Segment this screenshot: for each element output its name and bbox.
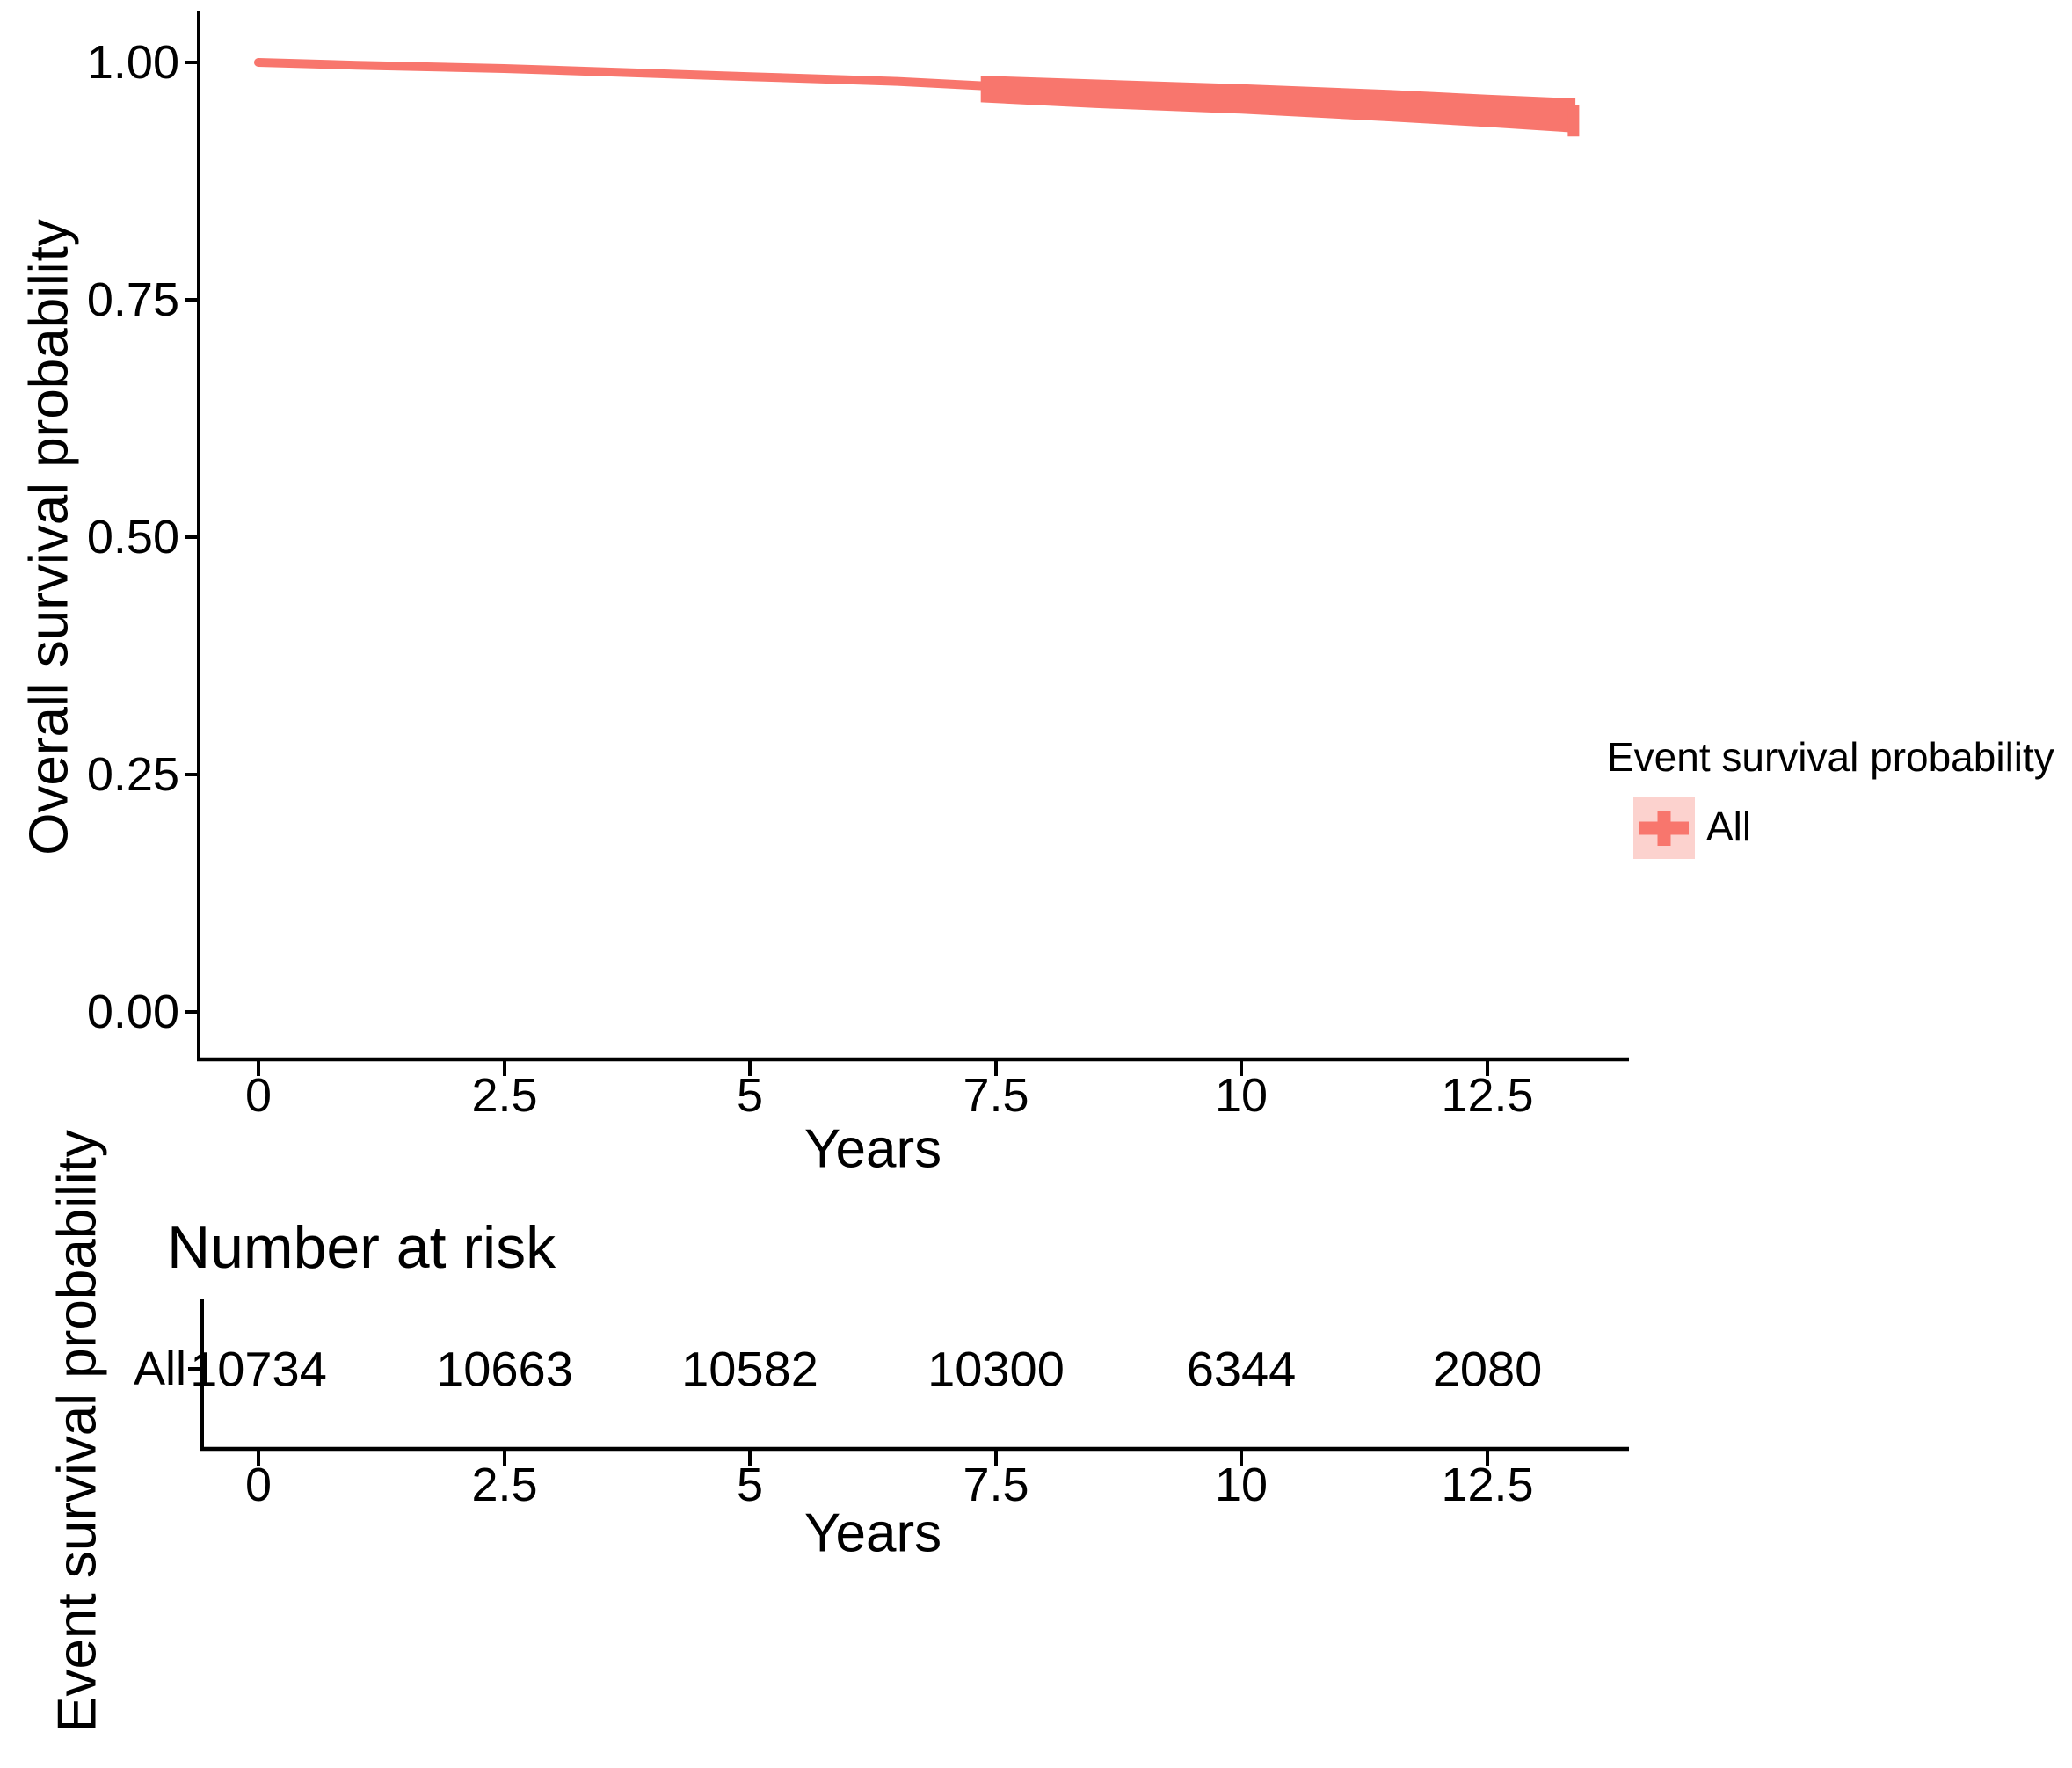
x-tick-label: 0 xyxy=(245,1069,272,1122)
x-tick-label: 2.5 xyxy=(471,1069,537,1122)
risk-count: 10582 xyxy=(681,1342,818,1397)
x-tick-label: 7.5 xyxy=(963,1069,1029,1122)
risk-x-tick-label: 10 xyxy=(1215,1459,1268,1511)
main-x-axis-title: Years xyxy=(804,1119,941,1180)
risk-row-label: All xyxy=(134,1342,186,1395)
y-tick-label: 0.00 xyxy=(87,986,179,1038)
risk-count: 2080 xyxy=(1433,1342,1543,1397)
legend-title: Event survival probability xyxy=(1607,734,2054,780)
risk-x-tick-label: 0 xyxy=(245,1459,272,1511)
y-tick-label: 1.00 xyxy=(87,36,179,89)
risk-count: 10663 xyxy=(436,1342,573,1397)
survival-curve xyxy=(254,58,985,91)
x-tick-label: 12.5 xyxy=(1441,1069,1533,1122)
risk-x-tick-label: 12.5 xyxy=(1441,1459,1533,1511)
x-tick-label: 10 xyxy=(1215,1069,1268,1122)
y-tick-label: 0.50 xyxy=(87,511,179,564)
risk-x-tick-label: 5 xyxy=(737,1459,763,1511)
risk-count: 6344 xyxy=(1187,1342,1297,1397)
risk-y-axis-title: Event survival probability xyxy=(47,1130,108,1733)
risk-count: 10300 xyxy=(927,1342,1065,1397)
legend-item-label: All xyxy=(1706,804,1751,849)
y-tick-label: 0.75 xyxy=(87,273,179,326)
main-y-axis-title: Overall survival probability xyxy=(19,219,80,855)
risk-x-tick-label: 7.5 xyxy=(963,1459,1029,1511)
risk-count: 10734 xyxy=(190,1342,327,1397)
risk-x-axis-title: Years xyxy=(804,1503,941,1564)
x-tick-label: 5 xyxy=(737,1069,763,1122)
risk-table-title: Number at risk xyxy=(167,1214,556,1281)
y-tick-label: 0.25 xyxy=(87,748,179,801)
risk-x-tick-label: 2.5 xyxy=(471,1459,537,1511)
confidence-band xyxy=(980,76,1576,133)
